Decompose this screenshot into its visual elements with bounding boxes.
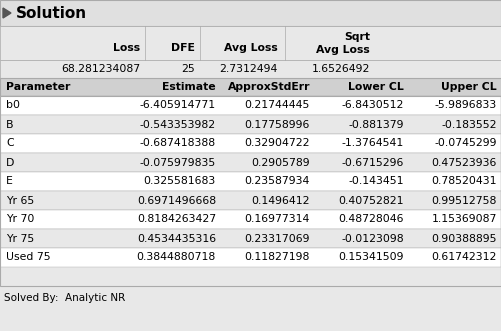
Bar — [0, 115, 501, 134]
Text: 25: 25 — [181, 64, 195, 74]
Text: 0.23587934: 0.23587934 — [244, 176, 310, 186]
Text: 0.40752821: 0.40752821 — [339, 196, 404, 206]
Text: -1.3764541: -1.3764541 — [342, 138, 404, 149]
Text: 0.8184263427: 0.8184263427 — [137, 214, 216, 224]
Bar — [0, 0, 501, 26]
Text: 0.11827198: 0.11827198 — [244, 253, 310, 262]
Text: Avg Loss: Avg Loss — [316, 45, 370, 55]
Text: -0.075979835: -0.075979835 — [140, 158, 216, 167]
Bar — [0, 26, 501, 60]
Bar — [0, 172, 501, 191]
Text: 0.4534435316: 0.4534435316 — [137, 233, 216, 244]
Text: -0.143451: -0.143451 — [349, 176, 404, 186]
Text: E: E — [6, 176, 13, 186]
Text: Yr 70: Yr 70 — [6, 214, 35, 224]
Text: Avg Loss: Avg Loss — [224, 43, 278, 53]
Text: 0.21744445: 0.21744445 — [244, 101, 310, 111]
Text: 2.7312494: 2.7312494 — [219, 64, 278, 74]
Text: 0.47523936: 0.47523936 — [432, 158, 497, 167]
Bar — [0, 60, 501, 78]
Text: -0.0123098: -0.0123098 — [341, 233, 404, 244]
Text: 0.1496412: 0.1496412 — [252, 196, 310, 206]
Text: 0.325581683: 0.325581683 — [144, 176, 216, 186]
Text: -6.405914771: -6.405914771 — [140, 101, 216, 111]
Text: Loss: Loss — [113, 43, 140, 53]
Text: 0.6971496668: 0.6971496668 — [137, 196, 216, 206]
Text: -0.183552: -0.183552 — [441, 119, 497, 129]
Text: Lower CL: Lower CL — [348, 82, 404, 92]
Text: b0: b0 — [6, 101, 20, 111]
Bar — [0, 248, 501, 267]
Text: -0.543353982: -0.543353982 — [140, 119, 216, 129]
Bar — [0, 153, 501, 172]
Text: 0.2905789: 0.2905789 — [252, 158, 310, 167]
Text: -5.9896833: -5.9896833 — [435, 101, 497, 111]
Text: 0.90388895: 0.90388895 — [431, 233, 497, 244]
Text: 0.23317069: 0.23317069 — [244, 233, 310, 244]
Text: 0.3844880718: 0.3844880718 — [137, 253, 216, 262]
Text: 0.78520431: 0.78520431 — [431, 176, 497, 186]
Text: -0.6715296: -0.6715296 — [342, 158, 404, 167]
Text: B: B — [6, 119, 14, 129]
Text: 0.32904722: 0.32904722 — [244, 138, 310, 149]
Text: Used 75: Used 75 — [6, 253, 51, 262]
Text: -0.0745299: -0.0745299 — [434, 138, 497, 149]
Polygon shape — [3, 8, 11, 18]
Text: 0.61742312: 0.61742312 — [432, 253, 497, 262]
Text: Solved By:  Analytic NR: Solved By: Analytic NR — [4, 293, 125, 303]
Text: C: C — [6, 138, 14, 149]
Text: 68.281234087: 68.281234087 — [61, 64, 140, 74]
Bar — [0, 78, 501, 96]
Text: Yr 65: Yr 65 — [6, 196, 34, 206]
Text: ApproxStdErr: ApproxStdErr — [227, 82, 310, 92]
Bar — [0, 191, 501, 210]
Text: 1.6526492: 1.6526492 — [312, 64, 370, 74]
Text: Sqrt: Sqrt — [344, 32, 370, 42]
Text: 0.99512758: 0.99512758 — [432, 196, 497, 206]
Text: -0.687418388: -0.687418388 — [140, 138, 216, 149]
Text: Estimate: Estimate — [162, 82, 216, 92]
Text: 0.48728046: 0.48728046 — [339, 214, 404, 224]
Text: Upper CL: Upper CL — [441, 82, 497, 92]
Bar — [0, 210, 501, 229]
Text: 0.16977314: 0.16977314 — [244, 214, 310, 224]
Text: 0.17758996: 0.17758996 — [244, 119, 310, 129]
Text: Parameter: Parameter — [6, 82, 70, 92]
Bar — [0, 134, 501, 153]
Text: Yr 75: Yr 75 — [6, 233, 34, 244]
Text: Solution: Solution — [16, 6, 87, 21]
Bar — [0, 96, 501, 115]
Text: D: D — [6, 158, 15, 167]
Text: 0.15341509: 0.15341509 — [339, 253, 404, 262]
Text: -0.881379: -0.881379 — [349, 119, 404, 129]
Text: DFE: DFE — [171, 43, 195, 53]
Bar — [0, 96, 501, 286]
Bar — [0, 229, 501, 248]
Text: -6.8430512: -6.8430512 — [342, 101, 404, 111]
Text: 1.15369087: 1.15369087 — [432, 214, 497, 224]
